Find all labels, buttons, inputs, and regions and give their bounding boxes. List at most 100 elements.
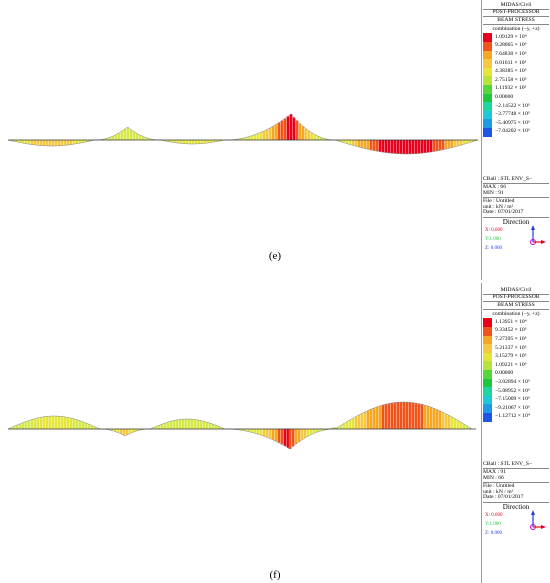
color-scale-value: 1.13951 × 10⁴ [495, 318, 527, 325]
max-label: MAX : 66 [483, 184, 506, 191]
color-swatch [483, 395, 492, 405]
axis-z-value: Z: 0.000 [485, 246, 502, 252]
color-scale-value: 3.15279 × 10³ [495, 353, 527, 360]
envelope-outline [7, 139, 96, 147]
color-scale-row: −7.15009 × 10³ [483, 395, 549, 405]
color-scale-value: 9.33452 × 10³ [495, 327, 527, 334]
file-label: File : Untitled [483, 483, 515, 490]
axis-y-value: Y:1.000 [485, 522, 501, 528]
date-label: Date : 07/01/2017 [483, 209, 524, 216]
color-scale-value: 0.00000 [495, 94, 514, 101]
unit-label: unit : kN / m² [483, 488, 514, 495]
color-scale: 1.13951 × 10⁴ 9.33452 × 10³ 7.27395 × 10³ 5… [483, 318, 549, 422]
color-scale-row: 3.15279 × 10³ [483, 352, 549, 362]
color-scale-value: −9.21067 × 10³ [495, 404, 530, 411]
color-swatch [483, 67, 492, 77]
color-swatch [483, 404, 492, 413]
color-scale-row: 2.75158 × 10³ [483, 76, 549, 85]
color-swatch [483, 378, 492, 388]
color-swatch [483, 102, 492, 111]
envelope-outline [224, 113, 336, 141]
envelope-outline [149, 418, 226, 430]
color-scale-value: 1.09129 × 10⁴ [495, 33, 527, 40]
direction-triad-icon [530, 225, 546, 246]
direction-triad-icon [530, 510, 546, 531]
color-swatch [483, 387, 492, 396]
color-swatch [483, 84, 492, 94]
envelope-outline [334, 401, 473, 430]
direction-title: Direction [502, 503, 530, 512]
stress-diagram-f [7, 401, 476, 450]
min-label: MIN : 66 [483, 474, 504, 481]
color-scale-value: 6.01611 × 10³ [495, 59, 527, 66]
diagram-marks-f [7, 401, 476, 450]
axis-x-value: X: 0.000 [485, 228, 503, 234]
color-scale-value: −1.12712 × 10⁴ [495, 413, 530, 420]
color-scale-value: −5.08952 × 10³ [495, 387, 530, 394]
envelope-outline [289, 427, 336, 450]
color-swatch [483, 59, 492, 68]
axis-x-value: X: 0.000 [485, 513, 503, 519]
color-scale-row: −9.21067 × 10³ [483, 404, 549, 413]
color-swatch [483, 119, 492, 128]
color-scale-row: −5.08952 × 10³ [483, 387, 549, 396]
color-scale-row: −3.02894 × 10³ [483, 378, 549, 388]
color-scale-row: 4.38385 × 10³ [483, 67, 549, 77]
axis-z-value: Z: 0.000 [485, 531, 502, 537]
color-scale: 1.09129 × 10⁴ 9.28065 × 10³ 7.64838 × 10³ 6… [483, 33, 549, 137]
envelope-outline [94, 127, 161, 141]
color-swatch [483, 412, 492, 422]
color-scale-value: 7.27395 × 10³ [495, 336, 527, 343]
color-swatch [483, 93, 492, 103]
legend-combination: combination (−y, +z) [492, 310, 540, 317]
legend-header-line: MIDAS/Civil [483, 287, 549, 295]
color-swatch [483, 76, 492, 85]
color-scale-value: −7.15009 × 10³ [495, 396, 530, 403]
color-scale-row: −3.77748 × 10³ [483, 110, 549, 120]
legend-e: MIDAS/Civil POST-PROCESSOR BEAM STRESS c… [483, 2, 549, 252]
color-scale-value: 0.00000 [495, 370, 514, 377]
color-scale-value: 1.11932 × 10³ [495, 85, 527, 92]
legend-header-line: POST-PROCESSOR [483, 9, 549, 18]
color-scale-row: 9.28065 × 10³ [483, 41, 549, 51]
panel-f: MIDAS/Civil POST-PROCESSOR BEAM STRESS c… [0, 283, 550, 583]
color-scale-value: −2.14522 × 10³ [495, 102, 530, 109]
color-scale-row: 1.09221 × 10³ [483, 361, 549, 370]
axis-y-value: Y:1.000 [485, 237, 501, 243]
color-scale-value: −3.02894 × 10³ [495, 379, 530, 386]
color-scale-value: −7.04202 × 10³ [495, 128, 530, 135]
color-scale-row: 1.09129 × 10⁴ [483, 33, 549, 42]
color-scale-value: 1.09221 × 10³ [495, 361, 527, 368]
color-swatch [483, 352, 492, 362]
legend-header: MIDAS/Civil POST-PROCESSOR BEAM STRESS [483, 287, 549, 310]
file-label: File : Untitled [483, 198, 515, 205]
color-swatch [483, 127, 492, 137]
envelope-outline [334, 139, 479, 155]
color-swatch [483, 361, 492, 370]
direction-title: Direction [502, 218, 530, 227]
legend-header-line: BEAM STRESS [483, 17, 549, 25]
color-scale-value: 7.64838 × 10³ [495, 51, 527, 58]
legend-header-line: BEAM STRESS [483, 302, 549, 310]
legend-f: MIDAS/Civil POST-PROCESSOR BEAM STRESS c… [483, 287, 549, 537]
envelope-outline [224, 428, 291, 450]
color-scale-row: 7.64838 × 10³ [483, 50, 549, 60]
legend-divider [481, 0, 482, 280]
legend-header: MIDAS/Civil POST-PROCESSOR BEAM STRESS [483, 2, 549, 25]
diagram-marks-e [7, 113, 479, 155]
color-scale-value: −3.77748 × 10³ [495, 111, 530, 118]
caption-f: (f) [269, 569, 281, 581]
unit-label: unit : kN / m² [483, 203, 514, 210]
color-scale-row: 0.00000 [483, 369, 549, 379]
color-scale-row: 0.00000 [483, 93, 549, 103]
color-swatch [483, 335, 492, 345]
panel-e: MIDAS/Civil POST-PROCESSOR BEAM STRESS c… [0, 0, 550, 280]
legend-header-line: MIDAS/Civil [483, 2, 549, 10]
max-label: MAX : 91 [483, 469, 506, 476]
color-swatch [483, 41, 492, 51]
color-swatch [483, 33, 492, 42]
envelope-outline [7, 415, 101, 430]
color-scale-row: 6.01611 × 10³ [483, 59, 549, 68]
color-scale-value: 9.28065 × 10³ [495, 42, 527, 49]
color-scale-row: −1.12712 × 10⁴ [483, 412, 549, 422]
